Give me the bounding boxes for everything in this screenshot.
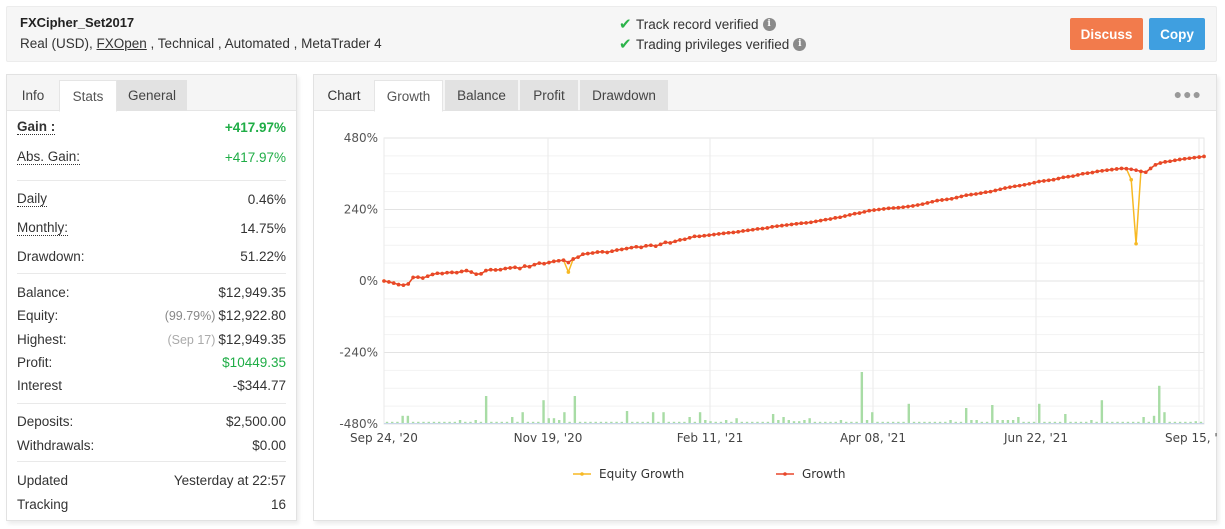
- equity-label: Equity:: [17, 307, 59, 323]
- monthly-label[interactable]: Monthly:: [17, 220, 69, 236]
- stat-abs-gain: Abs. Gain: +417.97%: [17, 147, 286, 167]
- info-icon[interactable]: i: [762, 17, 776, 31]
- growth-series: [382, 154, 1206, 287]
- updated-label: Updated: [17, 472, 69, 488]
- gain-label[interactable]: Gain :: [17, 119, 56, 135]
- check-icon: ✔: [619, 36, 632, 53]
- equity-value: $12,922.80: [218, 307, 286, 323]
- chart-label: Chart: [327, 88, 361, 103]
- stat-withdrawals: Withdrawals: $0.00: [17, 435, 286, 455]
- legend-item: Equity Growth: [599, 467, 684, 481]
- stats-tabbar: Info Stats General: [7, 75, 296, 112]
- trading-privileges-verified: ✔ Trading privileges verified i: [619, 35, 807, 53]
- track-record-label: Track record verified: [636, 16, 759, 32]
- x-tick-label: Sep 15, '21: [1165, 431, 1218, 445]
- growth-chart[interactable]: 480% 240% 0% -240% -480% Sep 24, '20 Nov 19, …: [314, 111, 1218, 521]
- abs-gain-value: +417.97%: [224, 149, 286, 165]
- stat-profit: Profit: $10449.35: [17, 352, 286, 372]
- more-dots-icon[interactable]: ●●●: [1173, 86, 1202, 102]
- y-axis-ticks: 480% 240% 0% -240% -480%: [339, 131, 378, 431]
- stat-monthly: Monthly: 14.75%: [17, 218, 286, 238]
- tab-growth[interactable]: Growth: [374, 80, 443, 112]
- tab-general[interactable]: General: [117, 80, 187, 111]
- stat-interest: Interest -$344.77: [17, 375, 286, 395]
- abs-gain-label[interactable]: Abs. Gain:: [17, 149, 81, 165]
- withdrawals-value: $0.00: [252, 437, 286, 453]
- y-tick-label: 240%: [344, 203, 378, 217]
- deposits-label: Deposits:: [17, 413, 74, 429]
- stat-tracking: Tracking 16: [17, 494, 286, 514]
- info-icon[interactable]: i: [793, 37, 807, 51]
- stat-highest: Highest: (Sep 17) $12,949.35: [17, 329, 286, 349]
- copy-button[interactable]: Copy: [1149, 18, 1205, 50]
- chart-legend: Equity Growth Growth: [573, 467, 845, 481]
- stat-drawdown: Drawdown: 51.22%: [17, 246, 286, 266]
- x-tick-label: Feb 11, '21: [677, 431, 744, 445]
- chart-grid: [383, 137, 1205, 425]
- profit-value: $10449.35: [222, 354, 286, 370]
- stat-balance: Balance: $12,949.35: [17, 282, 286, 302]
- drawdown-label: Drawdown:: [17, 248, 85, 264]
- x-tick-label: Nov 19, '20: [514, 431, 583, 445]
- y-tick-label: 480%: [344, 131, 378, 145]
- discuss-button[interactable]: Discuss: [1070, 18, 1143, 50]
- y-tick-label: -480%: [339, 417, 378, 431]
- balance-label: Balance:: [17, 284, 70, 300]
- x-axis-ticks: Sep 24, '20 Nov 19, '20 Feb 11, '21 Apr 08,…: [350, 431, 1218, 445]
- stats-panel: Info Stats General Gain : +417.97% Abs. …: [6, 74, 297, 521]
- legend-item: Growth: [802, 467, 845, 481]
- monthly-value: 14.75%: [240, 220, 286, 236]
- tab-profit[interactable]: Profit: [520, 80, 578, 111]
- stat-deposits: Deposits: $2,500.00: [17, 411, 286, 431]
- chart-panel: Chart Growth Balance Profit Drawdown ●●●…: [313, 74, 1218, 521]
- chart-tabbar: Chart Growth Balance Profit Drawdown ●●●: [314, 75, 1216, 112]
- updated-value: Yesterday at 22:57: [173, 472, 286, 488]
- interest-label: Interest: [17, 377, 63, 393]
- x-tick-label: Apr 08, '21: [840, 431, 906, 445]
- gain-value: +417.97%: [224, 119, 286, 135]
- highest-value: $12,949.35: [218, 331, 286, 347]
- interest-value: -$344.77: [232, 377, 286, 393]
- highest-date: (Sep 17): [167, 332, 216, 347]
- y-tick-label: 0%: [359, 274, 378, 288]
- stat-updated: Updated Yesterday at 22:57: [17, 470, 286, 490]
- system-title: FXCipher_Set2017: [20, 15, 135, 30]
- equity-percent: (99.79%): [164, 308, 216, 323]
- system-tags: , Technical , Automated , MetaTrader 4: [146, 36, 382, 51]
- stat-daily: Daily 0.46%: [17, 189, 286, 209]
- tracking-value: 16: [270, 496, 286, 512]
- divider: [17, 273, 286, 274]
- volume-bars: [384, 372, 1204, 424]
- system-header: FXCipher_Set2017 Real (USD), FXOpen , Te…: [6, 6, 1217, 62]
- profit-label: Profit:: [17, 354, 53, 370]
- balance-value: $12,949.35: [218, 284, 286, 300]
- divider: [17, 180, 286, 181]
- track-record-verified: ✔ Track record verified i: [619, 15, 776, 33]
- daily-value: 0.46%: [247, 191, 286, 207]
- tab-balance[interactable]: Balance: [445, 80, 518, 111]
- x-tick-label: Jun 22, '21: [1003, 431, 1068, 445]
- divider: [17, 403, 286, 404]
- tab-drawdown[interactable]: Drawdown: [580, 80, 668, 111]
- withdrawals-label: Withdrawals:: [17, 437, 95, 453]
- tab-stats[interactable]: Stats: [59, 80, 117, 112]
- x-tick-label: Sep 24, '20: [350, 431, 418, 445]
- stat-gain: Gain : +417.97%: [17, 117, 286, 137]
- tracking-label: Tracking: [17, 496, 69, 512]
- daily-label[interactable]: Daily: [17, 191, 48, 207]
- y-tick-label: -240%: [339, 346, 378, 360]
- highest-label: Highest:: [17, 331, 67, 347]
- deposits-value: $2,500.00: [225, 413, 286, 429]
- account-type: Real (USD),: [20, 36, 97, 51]
- broker-link[interactable]: FXOpen: [96, 36, 147, 51]
- check-icon: ✔: [619, 16, 632, 33]
- system-subtitle: Real (USD), FXOpen , Technical , Automat…: [20, 36, 382, 51]
- trading-privileges-label: Trading privileges verified: [636, 36, 790, 52]
- divider: [17, 461, 286, 462]
- drawdown-value: 51.22%: [240, 248, 286, 264]
- tab-info[interactable]: Info: [21, 88, 45, 103]
- stat-equity: Equity: (99.79%) $12,922.80: [17, 305, 286, 325]
